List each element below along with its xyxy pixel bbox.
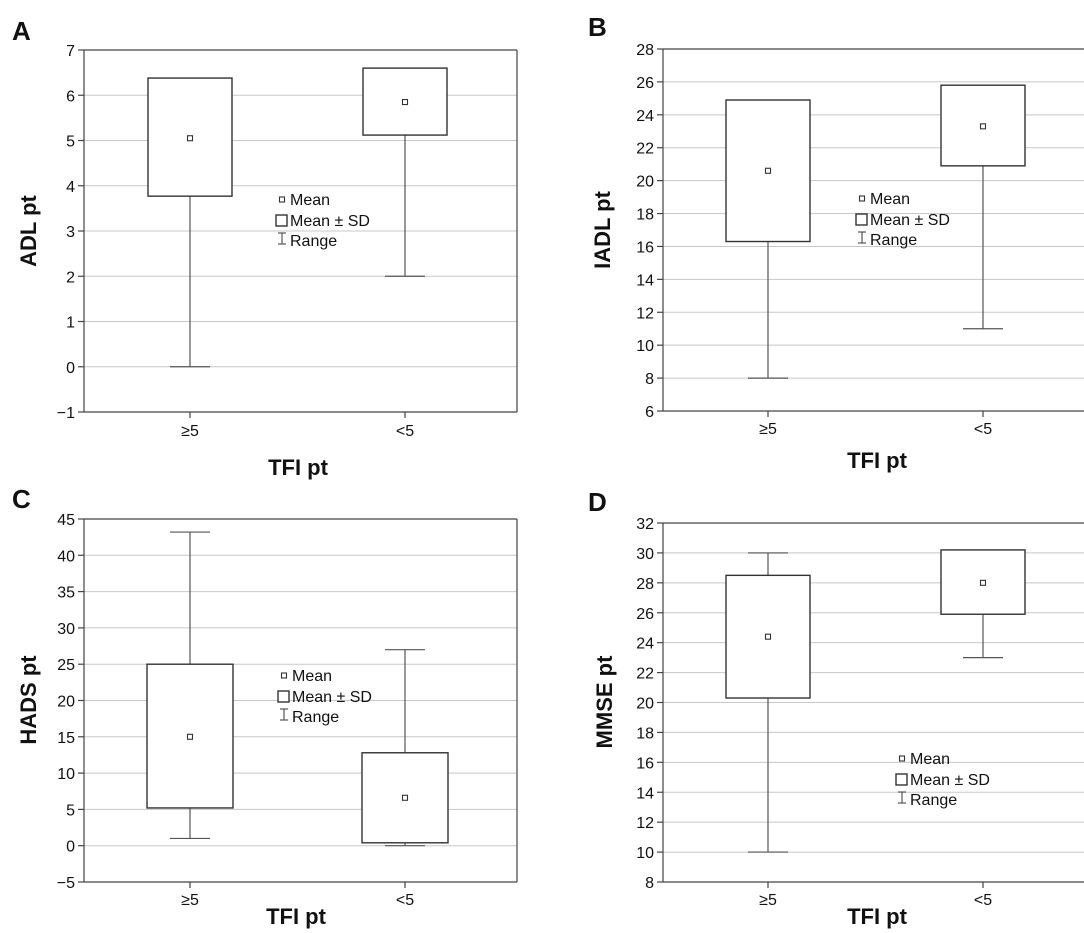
chart-d-legend-sd: Mean ± SD (910, 772, 990, 789)
chart-c-legend-mean-icon (280, 672, 288, 679)
chart-b-y-tick-label: 6 (645, 404, 654, 421)
chart-b-y-tick-label: 26 (636, 75, 654, 92)
chart-c-legend-sd: Mean ± SD (292, 689, 372, 706)
chart-c-x-axis-title: TFI pt (266, 904, 327, 929)
chart-d-x-tick-label: ≥5 (759, 892, 777, 909)
chart-a-y-tick-label: 2 (66, 269, 75, 286)
chart-a-x-tick-label: ≥5 (181, 423, 199, 440)
chart-c-y-tick-label: 0 (66, 839, 75, 856)
chart-d-mean-marker (979, 579, 987, 586)
chart-c-legend-mean: Mean (292, 668, 332, 685)
chart-c-mean-marker (186, 733, 194, 740)
chart-d-x-axis-title: TFI pt (847, 904, 908, 929)
chart-d-y-tick-label: 24 (636, 636, 654, 653)
chart-c-x-tick-label: ≥5 (181, 892, 199, 909)
chart-a-y-tick-label: 0 (66, 360, 75, 377)
chart-d-legend-mean: Mean (910, 751, 950, 768)
chart-d-y-tick-label: 28 (636, 576, 654, 593)
chart-d-y-tick-label: 16 (636, 755, 654, 772)
chart-c-legend-range: Range (292, 709, 339, 726)
chart-c-y-tick-label: 40 (57, 548, 75, 565)
chart-c-y-axis-title: HADS pt (16, 655, 41, 745)
chart-b-y-tick-label: 18 (636, 207, 654, 224)
chart-b-legend-range: Range (870, 232, 917, 249)
chart-b-y-tick-label: 20 (636, 174, 654, 191)
chart-b-x-axis-title: TFI pt (847, 448, 908, 473)
chart-a-mean-marker (186, 135, 194, 142)
chart-a-panel-letter: A (12, 16, 31, 46)
chart-a-y-tick-label: 1 (66, 315, 75, 332)
chart-d-mean-marker (764, 633, 772, 640)
chart-c-y-tick-label: 45 (57, 512, 75, 529)
chart-a-legend-mean-icon (278, 196, 286, 203)
chart-d-y-tick-label: 30 (636, 546, 654, 563)
chart-b-y-tick-label: 28 (636, 42, 654, 59)
chart-a-y-tick-label: 5 (66, 134, 75, 151)
chart-d-y-tick-label: 14 (636, 785, 654, 802)
chart-d-x-tick-label: <5 (974, 892, 992, 909)
chart-c-legend-sd-icon (277, 690, 290, 703)
chart-a-y-tick-label: −1 (57, 405, 75, 422)
chart-c-y-tick-label: 35 (57, 585, 75, 602)
chart-a-legend-range: Range (290, 233, 337, 250)
chart-b-y-axis-title: IADL pt (590, 190, 615, 268)
chart-d-legend-sd-icon (895, 773, 908, 786)
chart-b-panel-letter: B (588, 12, 607, 42)
chart-a-legend-sd-icon (275, 214, 288, 227)
chart-b-y-tick-label: 24 (636, 108, 654, 125)
chart-d-panel-letter: D (588, 487, 607, 517)
chart-d-y-tick-label: 26 (636, 606, 654, 623)
chart-a-sd-box (362, 67, 448, 136)
chart-b-mean-marker (979, 123, 987, 130)
chart-a-y-tick-label: 4 (66, 179, 75, 196)
chart-d-y-tick-label: 32 (636, 516, 654, 533)
chart-c-x-tick-label: <5 (396, 892, 414, 909)
chart-b-y-tick-label: 8 (645, 371, 654, 388)
chart-b-y-tick-label: 14 (636, 272, 654, 289)
chart-c-y-tick-label: 10 (57, 766, 75, 783)
chart-c-y-tick-label: 20 (57, 694, 75, 711)
chart-a-x-tick-label: <5 (396, 423, 414, 440)
chart-d-y-tick-label: 22 (636, 666, 654, 683)
chart-b-y-tick-label: 10 (636, 338, 654, 355)
chart-c-panel-letter: C (12, 484, 31, 514)
chart-d-legend-mean-icon (898, 755, 906, 762)
chart-b-y-tick-label: 16 (636, 239, 654, 256)
chart-d-y-tick-label: 8 (645, 875, 654, 892)
chart-b-y-tick-label: 22 (636, 141, 654, 158)
chart-a-y-tick-label: 6 (66, 88, 75, 105)
chart-c-y-tick-label: 15 (57, 730, 75, 747)
chart-a-y-tick-label: 7 (66, 43, 75, 60)
chart-a-mean-marker (401, 98, 409, 106)
chart-d-y-tick-label: 12 (636, 815, 654, 832)
chart-d-y-axis-title: MMSE pt (592, 655, 617, 749)
chart-a-legend-mean: Mean (290, 192, 330, 209)
chart-b-legend-sd-icon (855, 213, 868, 226)
chart-a-x-axis-title: TFI pt (268, 455, 329, 480)
chart-d-y-tick-label: 18 (636, 725, 654, 742)
chart-b-y-tick-label: 12 (636, 305, 654, 322)
chart-c-mean-marker (401, 794, 409, 801)
chart-b-mean-marker (764, 167, 772, 174)
chart-b-x-tick-label: ≥5 (759, 421, 777, 438)
chart-d-y-tick-label: 10 (636, 845, 654, 862)
chart-c-y-tick-label: 25 (57, 657, 75, 674)
chart-a-y-tick-label: 3 (66, 224, 75, 241)
chart-a-y-axis-title: ADL pt (16, 194, 41, 266)
chart-b-x-tick-label: <5 (974, 421, 992, 438)
chart-c-y-tick-label: −5 (57, 875, 75, 892)
chart-d-y-tick-label: 20 (636, 696, 654, 713)
chart-d-legend-range: Range (910, 792, 957, 809)
chart-c-y-tick-label: 5 (66, 802, 75, 819)
chart-b-legend-mean-icon (858, 195, 866, 202)
chart-b-legend-mean: Mean (870, 191, 910, 208)
chart-b-legend-sd: Mean ± SD (870, 212, 950, 229)
chart-a-legend-sd: Mean ± SD (290, 213, 370, 230)
chart-c-y-tick-label: 30 (57, 621, 75, 638)
